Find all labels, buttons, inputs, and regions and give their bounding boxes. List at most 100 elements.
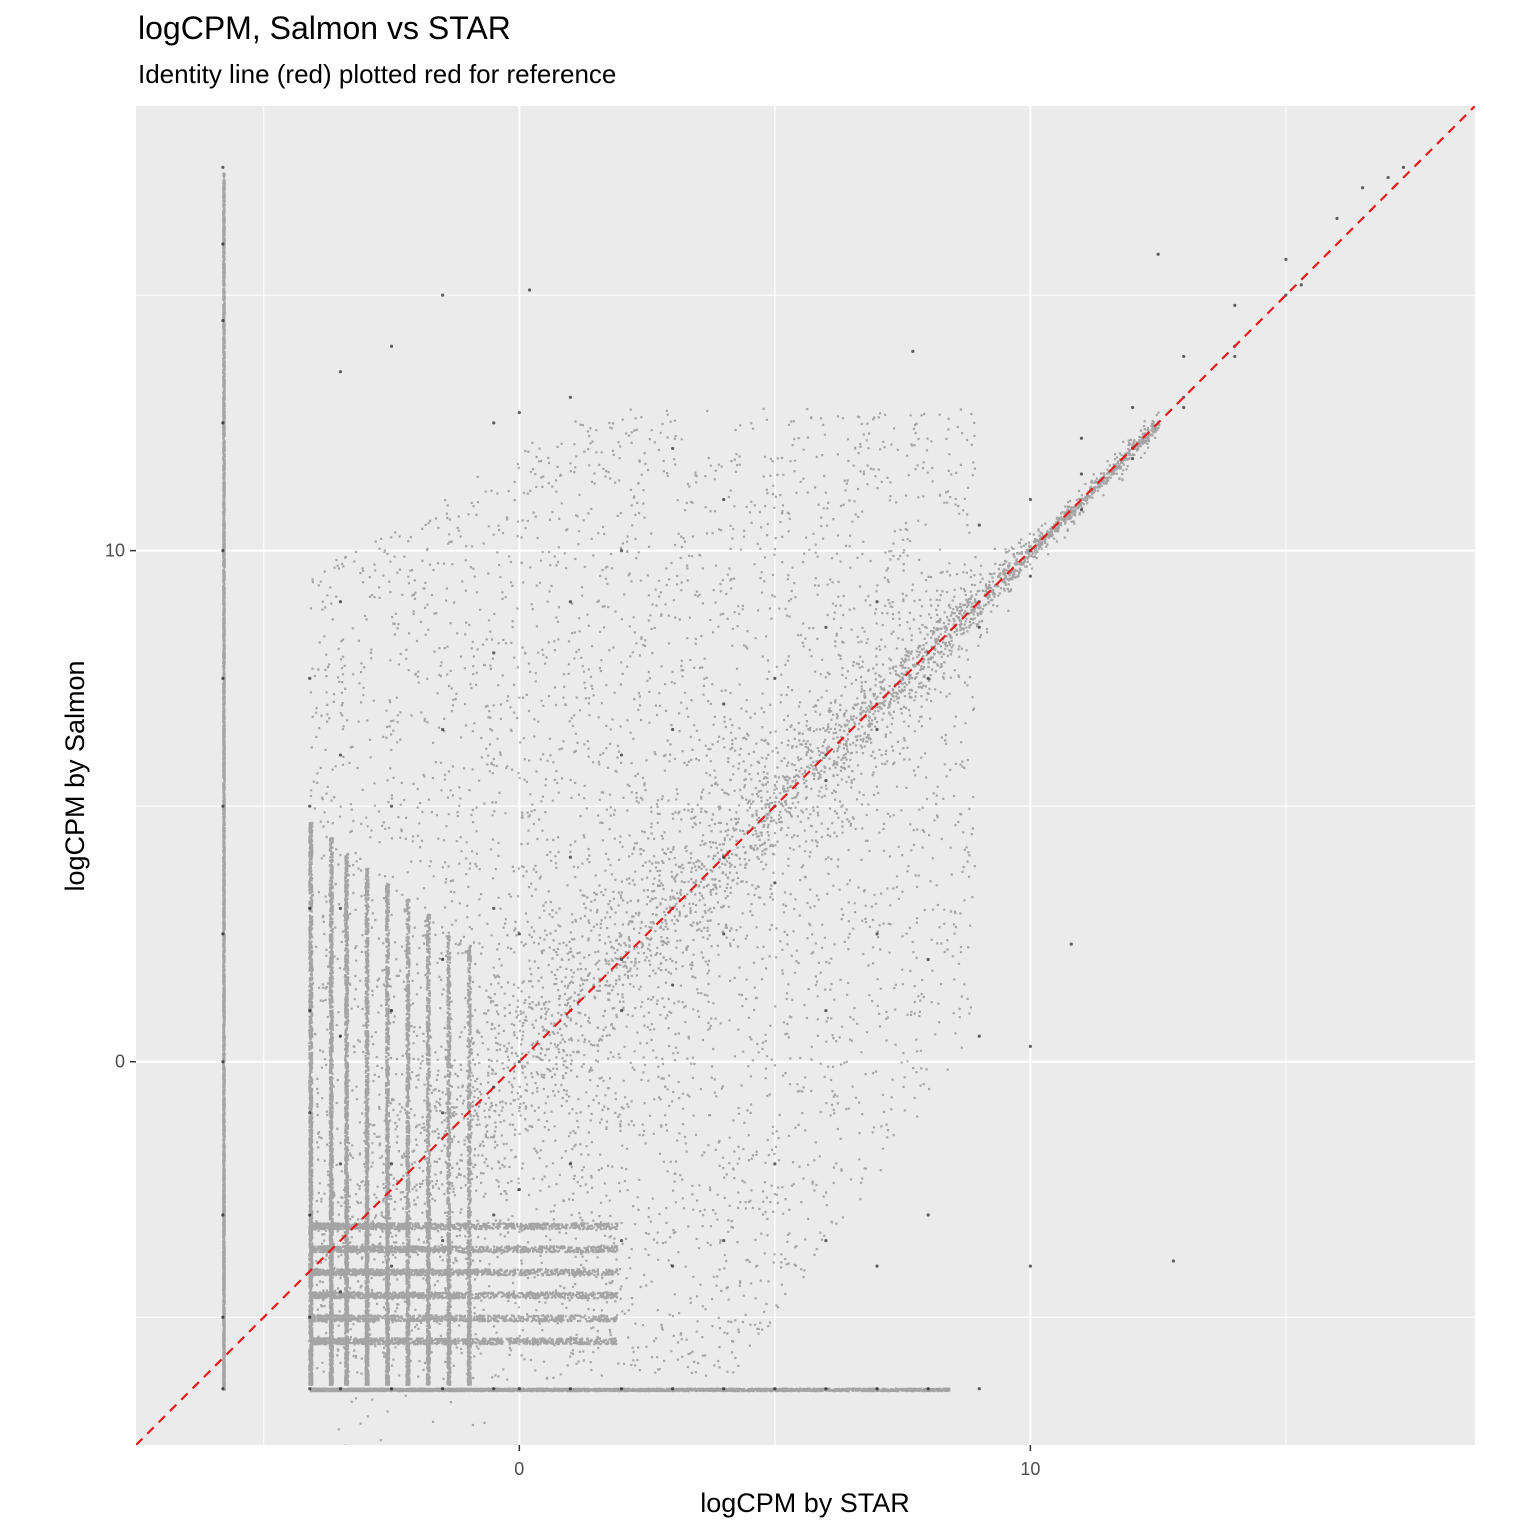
data-point — [339, 1290, 342, 1293]
data-point — [308, 677, 311, 680]
data-point — [1070, 943, 1073, 946]
data-point — [927, 1213, 930, 1216]
data-point — [978, 1035, 981, 1038]
data-point — [927, 677, 930, 680]
data-point — [875, 728, 878, 731]
data-point — [221, 1387, 224, 1390]
data-point — [339, 1387, 342, 1390]
data-point — [308, 1316, 311, 1319]
data-point — [390, 1162, 393, 1165]
data-point — [492, 1213, 495, 1216]
data-point — [671, 728, 674, 731]
data-point — [339, 907, 342, 910]
data-point — [308, 1111, 311, 1114]
data-point — [1182, 355, 1185, 358]
data-point — [390, 1265, 393, 1268]
data-point — [308, 1387, 311, 1390]
data-point — [308, 907, 311, 910]
data-point — [390, 805, 393, 808]
data-point — [441, 1111, 444, 1114]
data-point — [1402, 166, 1405, 169]
data-point — [1172, 1259, 1175, 1262]
data-point — [722, 1239, 725, 1242]
data-point — [390, 345, 393, 348]
data-point — [492, 421, 495, 424]
data-point — [339, 1035, 342, 1038]
data-point — [339, 600, 342, 603]
data-point — [221, 932, 224, 935]
data-point — [308, 1009, 311, 1012]
data-point — [518, 932, 521, 935]
data-point — [671, 1387, 674, 1390]
data-point — [1029, 498, 1032, 501]
data-point — [911, 350, 914, 353]
data-point — [441, 293, 444, 296]
data-point — [308, 805, 311, 808]
data-point — [875, 1387, 878, 1390]
data-point — [773, 1162, 776, 1165]
data-point — [722, 498, 725, 501]
data-point — [569, 1387, 572, 1390]
data-point — [875, 600, 878, 603]
data-point — [221, 166, 224, 169]
data-point — [1387, 176, 1390, 179]
data-point — [441, 728, 444, 731]
data-point — [620, 549, 623, 552]
data-point — [221, 1213, 224, 1216]
data-point — [978, 523, 981, 526]
data-point — [824, 779, 827, 782]
data-point — [1233, 304, 1236, 307]
data-point — [569, 600, 572, 603]
data-point — [569, 396, 572, 399]
x-tick-label: 0 — [514, 1459, 524, 1479]
x-tick-label: 10 — [1020, 1459, 1040, 1479]
data-point — [1157, 253, 1160, 256]
data-point — [927, 958, 930, 961]
data-point — [390, 1387, 393, 1390]
data-point — [339, 370, 342, 373]
data-point — [1080, 508, 1083, 511]
data-point — [773, 1387, 776, 1390]
data-point — [671, 983, 674, 986]
data-point — [620, 1239, 623, 1242]
x-axis-title: logCPM by STAR — [700, 1488, 910, 1518]
data-point — [221, 1060, 224, 1063]
data-point — [824, 1239, 827, 1242]
data-point — [221, 1316, 224, 1319]
y-axis-title: logCPM by Salmon — [60, 660, 90, 891]
data-point — [339, 753, 342, 756]
data-point — [1335, 217, 1338, 220]
data-point — [569, 1162, 572, 1165]
data-point — [978, 1387, 981, 1390]
y-tick-label: 10 — [105, 541, 125, 561]
data-point — [875, 932, 878, 935]
data-point — [492, 651, 495, 654]
data-point — [1361, 186, 1364, 189]
data-point — [308, 1213, 311, 1216]
data-point — [1284, 258, 1287, 261]
data-point — [339, 1162, 342, 1165]
data-point — [569, 856, 572, 859]
y-tick-label: 0 — [115, 1052, 125, 1072]
data-point — [620, 753, 623, 756]
data-point — [441, 1387, 444, 1390]
data-point — [824, 626, 827, 629]
x-axis-ticks: 0 10 — [514, 1445, 1040, 1479]
data-point — [390, 1009, 393, 1012]
y-axis-ticks: 0 10 — [105, 541, 136, 1072]
data-point — [221, 242, 224, 245]
data-point — [1029, 1265, 1032, 1268]
data-point — [518, 1188, 521, 1191]
data-point — [1131, 457, 1134, 460]
data-point — [221, 319, 224, 322]
data-point — [1300, 283, 1303, 286]
data-point — [441, 1239, 444, 1242]
data-point — [518, 1060, 521, 1063]
data-point — [671, 1265, 674, 1268]
data-point — [492, 907, 495, 910]
data-point — [773, 881, 776, 884]
data-point — [978, 626, 981, 629]
data-point — [671, 447, 674, 450]
data-point — [824, 1387, 827, 1390]
